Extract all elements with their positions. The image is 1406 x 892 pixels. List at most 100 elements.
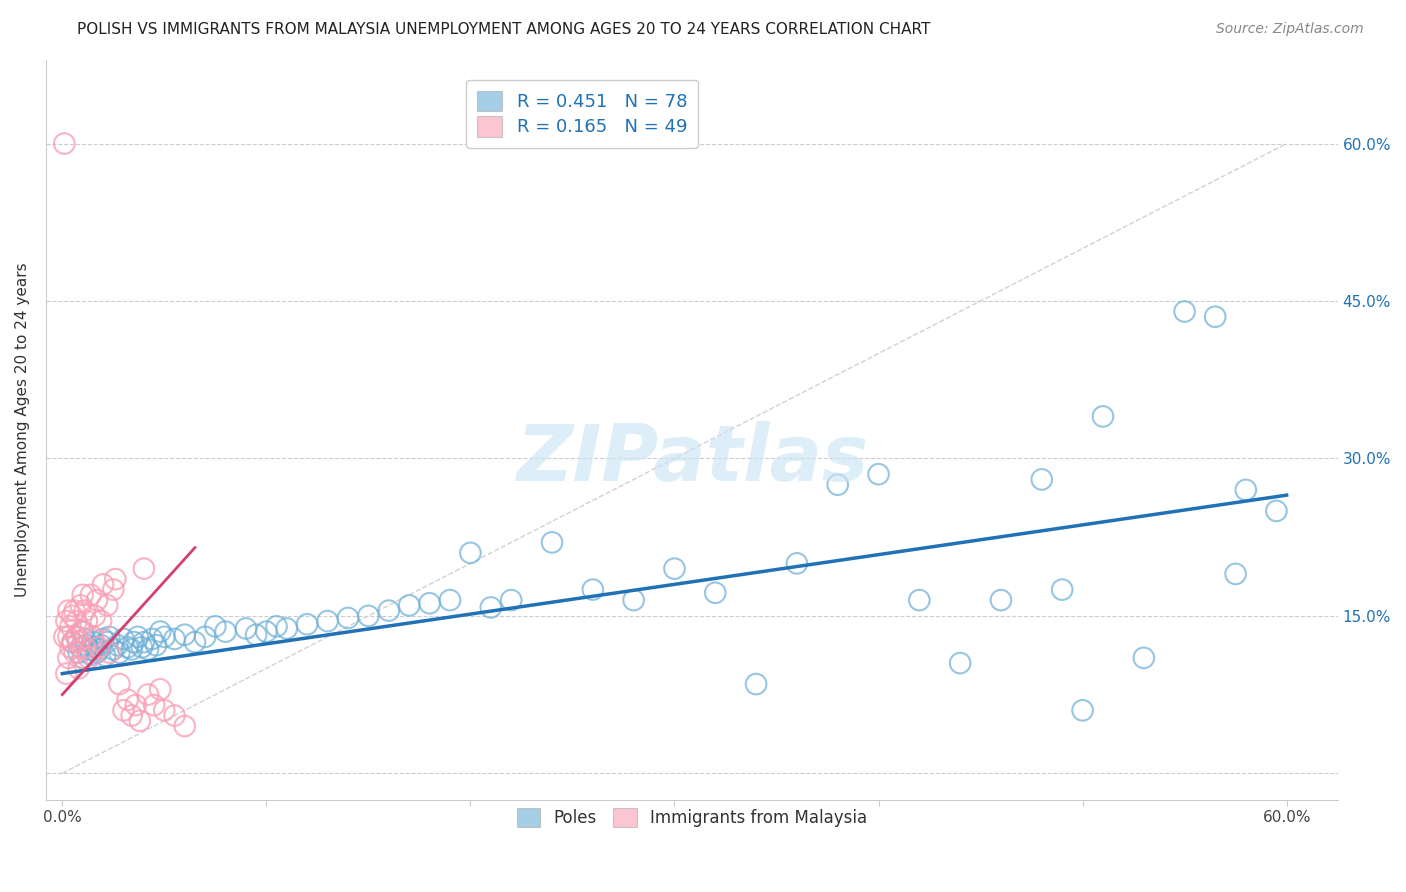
Point — [122, 635, 145, 649]
Point — [121, 708, 143, 723]
Point — [153, 703, 176, 717]
Point — [58, 604, 80, 618]
Point — [59, 640, 82, 655]
Point — [80, 648, 103, 662]
Point — [73, 604, 96, 618]
Point — [132, 635, 155, 649]
Point — [1050, 582, 1073, 597]
Point — [112, 703, 135, 717]
Point — [98, 630, 121, 644]
Point — [235, 622, 257, 636]
Point — [87, 642, 110, 657]
Point — [103, 582, 125, 597]
Point — [173, 719, 195, 733]
Point — [69, 624, 91, 639]
Point — [1091, 409, 1114, 424]
Text: Source: ZipAtlas.com: Source: ZipAtlas.com — [1216, 22, 1364, 37]
Point — [58, 650, 80, 665]
Point — [194, 630, 217, 644]
Point — [112, 632, 135, 646]
Point — [55, 614, 77, 628]
Point — [65, 614, 87, 628]
Point — [1234, 483, 1257, 497]
Point — [72, 624, 94, 639]
Legend: Poles, Immigrants from Malaysia: Poles, Immigrants from Malaysia — [509, 799, 876, 836]
Point — [704, 586, 727, 600]
Point — [94, 648, 117, 663]
Point — [59, 619, 82, 633]
Point — [62, 635, 84, 649]
Point — [105, 638, 128, 652]
Point — [91, 632, 114, 646]
Point — [121, 642, 143, 657]
Point — [1031, 472, 1053, 486]
Point — [1225, 566, 1247, 581]
Point — [214, 624, 236, 639]
Point — [143, 698, 166, 712]
Point — [127, 630, 149, 644]
Point — [72, 588, 94, 602]
Point — [53, 630, 76, 644]
Point — [1133, 650, 1156, 665]
Point — [82, 630, 104, 644]
Point — [541, 535, 564, 549]
Point — [1071, 703, 1094, 717]
Point — [136, 688, 159, 702]
Point — [163, 632, 186, 646]
Point — [82, 635, 104, 649]
Point — [98, 646, 121, 660]
Point — [336, 611, 359, 625]
Point — [104, 572, 127, 586]
Point — [276, 622, 298, 636]
Point — [117, 640, 139, 655]
Point — [266, 619, 288, 633]
Point — [582, 582, 605, 597]
Point — [1174, 304, 1197, 318]
Point — [87, 640, 110, 655]
Point — [73, 632, 96, 646]
Point — [786, 557, 808, 571]
Point — [96, 599, 118, 613]
Point — [141, 632, 163, 646]
Point — [173, 628, 195, 642]
Point — [664, 561, 686, 575]
Point — [86, 646, 108, 660]
Point — [131, 640, 153, 655]
Point — [479, 600, 502, 615]
Point — [77, 650, 100, 665]
Point — [623, 593, 645, 607]
Point — [72, 650, 94, 665]
Point — [72, 650, 94, 665]
Point — [245, 628, 267, 642]
Point — [53, 136, 76, 151]
Point — [153, 630, 176, 644]
Point — [67, 635, 90, 649]
Point — [69, 640, 91, 655]
Point — [745, 677, 768, 691]
Point — [868, 467, 890, 482]
Point — [108, 646, 131, 660]
Point — [149, 682, 172, 697]
Point — [295, 617, 318, 632]
Point — [827, 477, 849, 491]
Point — [149, 624, 172, 639]
Point — [84, 640, 107, 655]
Point — [128, 714, 150, 728]
Point — [67, 646, 90, 660]
Point — [184, 635, 207, 649]
Point — [163, 708, 186, 723]
Point — [62, 608, 84, 623]
Point — [91, 577, 114, 591]
Point — [398, 599, 420, 613]
Point — [90, 614, 112, 628]
Point — [76, 614, 98, 628]
Point — [136, 642, 159, 657]
Y-axis label: Unemployment Among Ages 20 to 24 years: Unemployment Among Ages 20 to 24 years — [15, 262, 30, 597]
Point — [90, 638, 112, 652]
Point — [67, 661, 90, 675]
Point — [125, 698, 148, 712]
Point — [460, 546, 482, 560]
Point — [73, 640, 96, 655]
Point — [378, 604, 401, 618]
Point — [316, 614, 339, 628]
